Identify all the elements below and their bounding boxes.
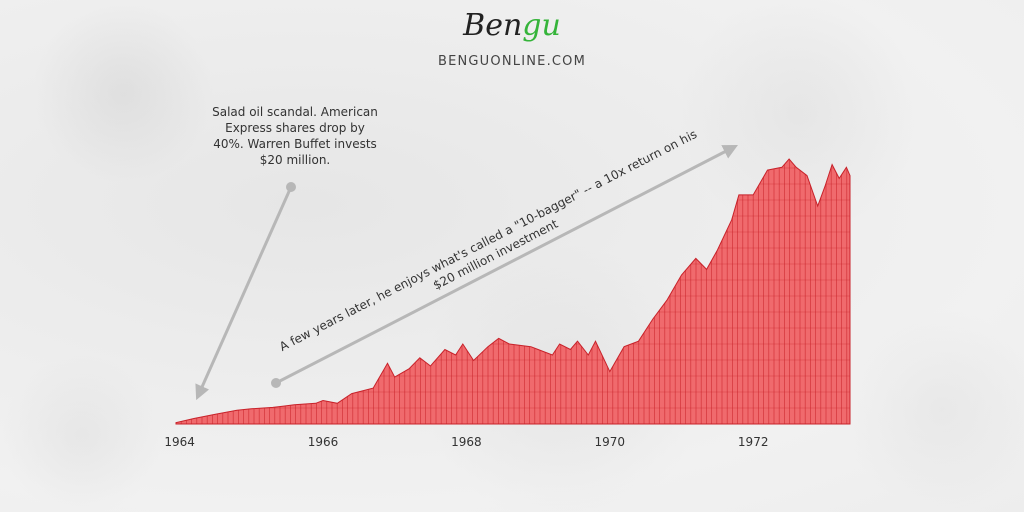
- scandal-arrow-start-dot: [286, 182, 296, 192]
- tenbagger-arrow: [275, 144, 739, 385]
- x-tick-label: 1970: [595, 435, 626, 449]
- tenbagger-annotation-line1: A few years later, he enjoys what's call…: [277, 127, 699, 354]
- x-tick-label: 1966: [308, 435, 339, 449]
- brand-logo[interactable]: Bengu: [0, 8, 1024, 44]
- logo-accent-text: gu: [522, 8, 561, 43]
- site-url[interactable]: BENGUONLINE.COM: [437, 54, 587, 69]
- x-tick-label: 1972: [738, 435, 769, 449]
- x-tick-label: 1964: [164, 435, 195, 449]
- brand-header: Bengu BENGUONLINE.COM: [0, 8, 1024, 69]
- x-tick-label: 1968: [451, 435, 482, 449]
- x-axis-ticks: 1964 1966 1968 1970 1972: [164, 435, 768, 449]
- scandal-arrow: [195, 186, 293, 401]
- scandal-annotation: Salad oil scandal. American Express shar…: [212, 105, 378, 167]
- logo-main-text: Ben: [463, 8, 523, 43]
- tenbagger-arrow-start-dot: [271, 378, 281, 388]
